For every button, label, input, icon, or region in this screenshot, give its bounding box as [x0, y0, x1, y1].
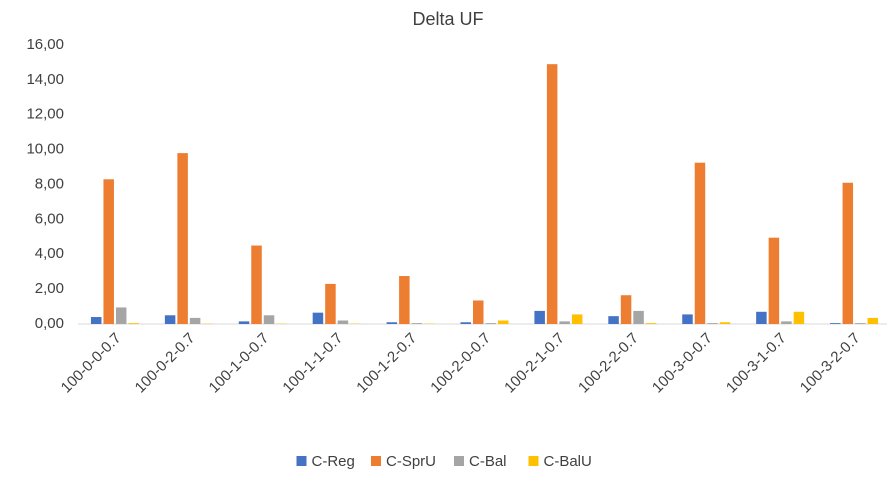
- legend-label: C-Reg: [312, 453, 355, 470]
- bar: [116, 307, 127, 324]
- bar: [646, 323, 657, 324]
- x-tick-label: 100-2-2-0.7: [575, 330, 642, 397]
- bar: [534, 311, 545, 324]
- x-tick-label: 100-0-2-0.7: [132, 330, 199, 397]
- x-tick-label: 100-3-0-0.7: [649, 330, 716, 397]
- legend-label: C-BalU: [544, 453, 592, 470]
- x-tick-label: 100-2-0-0.7: [427, 330, 494, 397]
- legend-swatch: [529, 456, 539, 466]
- legend-label: C-Bal: [469, 453, 507, 470]
- y-tick-label: 0,00: [35, 315, 64, 332]
- x-tick-label: 100-1-0-0.7: [206, 330, 273, 397]
- bar: [498, 321, 509, 324]
- bar: [412, 323, 423, 324]
- bar: [190, 318, 201, 324]
- bar: [251, 246, 261, 324]
- x-tick-label: 100-3-2-0.7: [797, 330, 864, 397]
- bar: [843, 183, 854, 324]
- bar: [128, 323, 139, 324]
- bar: [769, 238, 780, 324]
- bar: [559, 321, 570, 324]
- legend-swatch: [297, 456, 307, 466]
- bar: [473, 300, 484, 324]
- bar: [695, 163, 706, 324]
- y-tick-label: 14,00: [26, 71, 64, 88]
- y-tick-label: 10,00: [26, 141, 64, 158]
- bar: [338, 321, 349, 324]
- y-tick-label: 2,00: [35, 280, 64, 297]
- y-tick-label: 16,00: [26, 36, 64, 53]
- y-tick-label: 12,00: [26, 106, 64, 123]
- bar: [682, 314, 693, 324]
- x-tick-label: 100-2-1-0.7: [501, 330, 568, 397]
- bar: [756, 312, 767, 324]
- bar: [868, 318, 879, 324]
- bar: [781, 321, 792, 324]
- y-tick-label: 4,00: [35, 245, 64, 262]
- bar: [486, 323, 497, 324]
- x-tick-label: 100-3-1-0.7: [723, 330, 790, 397]
- bar: [165, 315, 176, 324]
- legend-swatch: [454, 456, 464, 466]
- bar: [621, 295, 632, 324]
- bar: [177, 153, 188, 324]
- y-tick-label: 6,00: [35, 210, 64, 227]
- x-tick-label: 100-1-1-0.7: [279, 330, 346, 397]
- bar: [608, 316, 619, 324]
- bar: [103, 179, 114, 324]
- bar: [313, 313, 324, 324]
- chart-title: Delta UF: [412, 9, 483, 29]
- bar: [547, 64, 558, 324]
- bar: [572, 314, 583, 324]
- legend-label: C-SprU: [386, 453, 436, 470]
- x-tick-label: 100-0-0-0.7: [58, 330, 125, 397]
- y-tick-label: 8,00: [35, 175, 64, 192]
- legend-swatch: [371, 456, 381, 466]
- bar: [264, 315, 275, 324]
- bar: [794, 312, 805, 324]
- bar: [855, 323, 866, 324]
- bar: [387, 322, 398, 324]
- bar: [707, 323, 718, 324]
- bar: [239, 321, 250, 324]
- bar: [91, 317, 102, 324]
- bar: [633, 311, 644, 324]
- bar: [461, 322, 472, 324]
- bar: [830, 323, 841, 324]
- x-tick-label: 100-1-2-0.7: [353, 330, 420, 397]
- bar: [399, 276, 410, 324]
- bar: [720, 322, 731, 324]
- bar: [325, 284, 336, 324]
